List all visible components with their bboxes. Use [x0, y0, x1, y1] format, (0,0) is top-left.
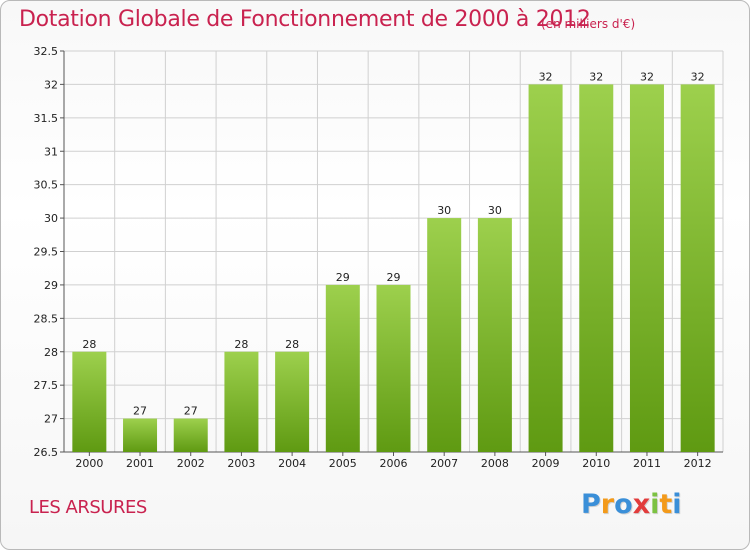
y-tick-label: 27.5 — [34, 379, 59, 392]
logo-letter: P — [581, 489, 601, 520]
bar-value-label: 32 — [640, 70, 654, 83]
x-tick-label: 2006 — [380, 457, 408, 470]
bar-value-label: 29 — [336, 271, 350, 284]
commune-name: LES ARSURES — [29, 497, 147, 518]
bar-2004 — [275, 351, 310, 452]
bar-2006 — [376, 284, 411, 452]
y-tick-label: 26.5 — [34, 446, 59, 459]
x-tick-label: 2012 — [684, 457, 712, 470]
bar-value-label: 28 — [285, 338, 299, 351]
bar-2011 — [629, 84, 664, 453]
y-tick-label: 30 — [44, 212, 58, 225]
logo-letter: t — [659, 489, 673, 520]
x-tick-label: 2001 — [126, 457, 154, 470]
bar-2009 — [528, 84, 563, 453]
bar-2002 — [173, 418, 208, 452]
y-tick-label: 28.5 — [34, 312, 59, 325]
bar-value-label: 27 — [133, 405, 147, 418]
logo-letter: i — [672, 489, 682, 520]
y-tick-label: 31 — [44, 145, 58, 158]
bar-2007 — [427, 218, 462, 452]
y-tick-label: 32 — [44, 78, 58, 91]
logo-letter: r — [600, 489, 615, 520]
bar-2001 — [123, 418, 158, 452]
y-tick-label: 32.5 — [34, 45, 59, 58]
x-tick-label: 2008 — [481, 457, 509, 470]
logo-letter: i — [650, 489, 660, 520]
y-tick-label: 30.5 — [34, 179, 59, 192]
x-tick-label: 2003 — [227, 457, 255, 470]
x-tick-label: 2002 — [177, 457, 205, 470]
bar-2008 — [477, 218, 512, 452]
bar-value-label: 29 — [387, 271, 401, 284]
bar-value-label: 32 — [691, 70, 705, 83]
x-tick-label: 2011 — [633, 457, 661, 470]
x-tick-label: 2005 — [329, 457, 357, 470]
y-tick-label: 28 — [44, 346, 58, 359]
bar-2000 — [72, 351, 107, 452]
bar-value-label: 30 — [437, 204, 451, 217]
x-tick-label: 2010 — [582, 457, 610, 470]
proxiti-logo: Proxiti — [581, 489, 682, 520]
chart-title: Dotation Globale de Fonctionnement de 20… — [19, 7, 591, 32]
bar-2012 — [680, 84, 715, 453]
bar-value-label: 27 — [184, 405, 198, 418]
x-tick-label: 2007 — [430, 457, 458, 470]
chart-subtitle: (en milliers d'€) — [541, 17, 636, 31]
logo-letter: x — [632, 489, 651, 520]
y-tick-label: 29 — [44, 279, 58, 292]
y-tick-label: 31.5 — [34, 112, 59, 125]
y-tick-label: 27 — [44, 413, 58, 426]
bar-2005 — [325, 284, 360, 452]
bar-value-label: 28 — [234, 338, 248, 351]
bar-value-label: 28 — [82, 338, 96, 351]
x-tick-label: 2004 — [278, 457, 306, 470]
y-tick-label: 29.5 — [34, 246, 59, 259]
bar-2010 — [579, 84, 614, 453]
bar-2003 — [224, 351, 259, 452]
logo-letter: o — [614, 489, 633, 520]
bar-value-label: 32 — [539, 70, 553, 83]
bar-value-label: 32 — [589, 70, 603, 83]
x-tick-label: 2009 — [532, 457, 560, 470]
bar-value-label: 30 — [488, 204, 502, 217]
x-tick-label: 2000 — [75, 457, 103, 470]
